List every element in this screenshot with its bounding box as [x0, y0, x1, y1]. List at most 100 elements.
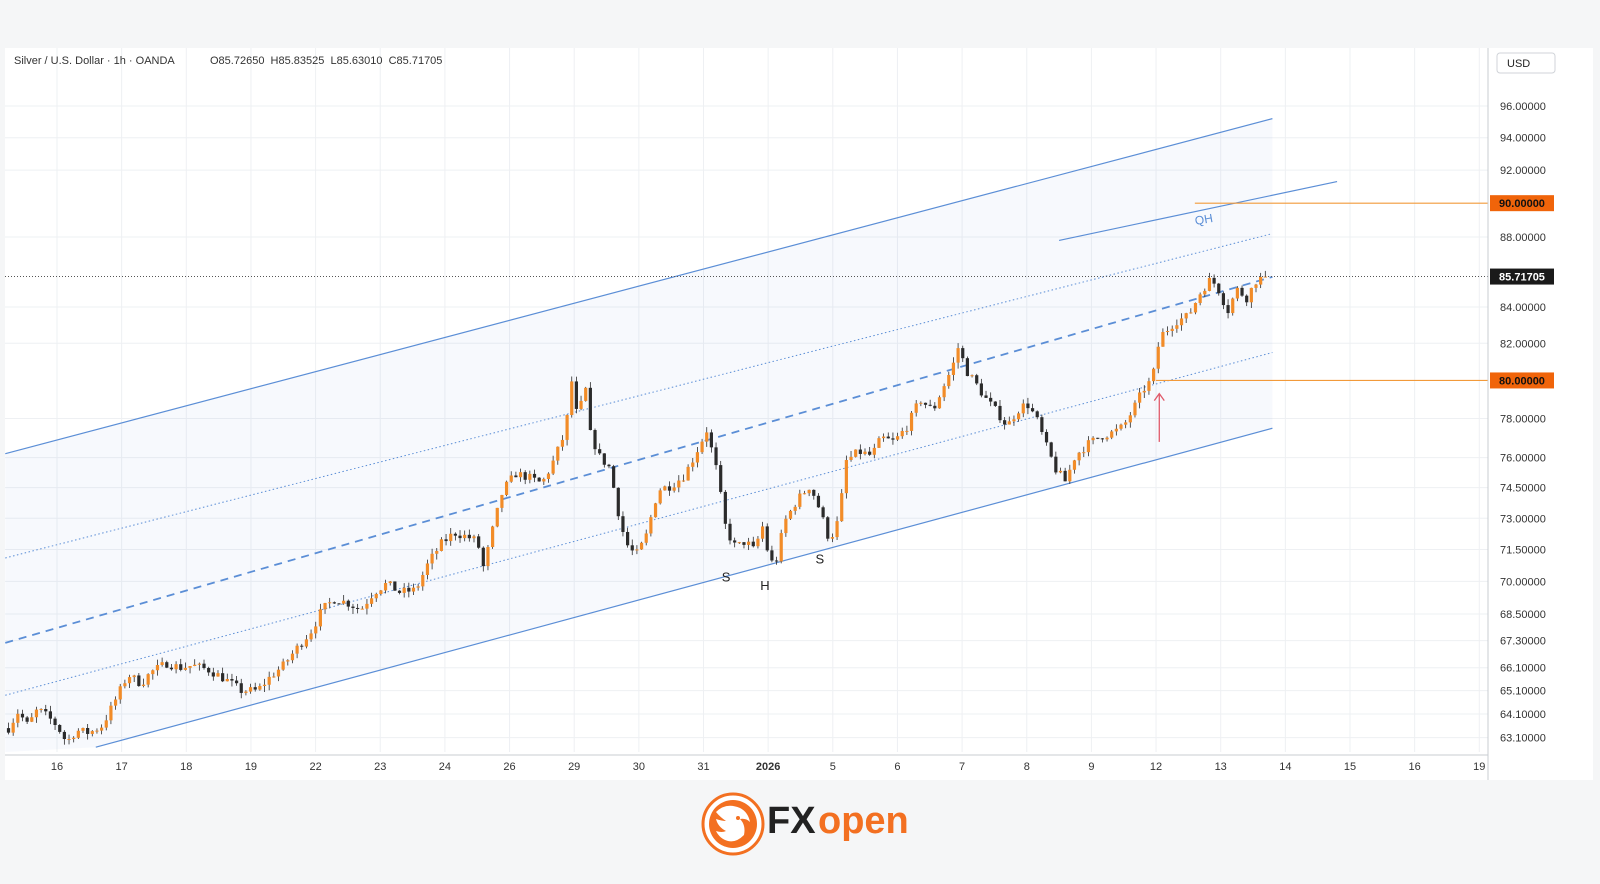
candle-body: [430, 553, 434, 564]
candle-body: [369, 598, 374, 604]
candle-body: [919, 402, 923, 404]
currency-button[interactable]: USD: [1496, 52, 1556, 74]
y-tick-label: 66.10000: [1500, 663, 1546, 675]
candle-body: [360, 608, 364, 610]
candle-body: [639, 542, 644, 550]
candle-body: [216, 673, 220, 677]
candle-body: [1049, 442, 1053, 457]
candle-body: [970, 375, 974, 377]
candle-body: [1179, 318, 1184, 326]
candle-body: [523, 472, 527, 480]
candle-body: [1100, 438, 1104, 440]
fxopen-logo: FX open: [701, 792, 909, 856]
x-tick-label: 9: [1088, 761, 1094, 773]
x-tick-label: 31: [697, 761, 709, 773]
candle-body: [570, 381, 574, 416]
candle-body: [1021, 403, 1025, 414]
candle-body: [942, 386, 946, 398]
candle-body: [1156, 346, 1160, 369]
candle-body: [1147, 381, 1151, 391]
candle-body: [495, 507, 499, 527]
channel: [5, 118, 1338, 752]
candle-body: [230, 679, 234, 681]
candle-body: [914, 403, 918, 413]
candle-body: [6, 728, 11, 733]
candle-body: [500, 494, 504, 508]
candle-body: [1003, 420, 1007, 425]
candle-body: [1221, 293, 1226, 306]
candle-body: [667, 486, 672, 491]
candle-body: [388, 581, 392, 584]
y-tick-label: 63.10000: [1500, 733, 1546, 745]
candle-body: [1259, 276, 1263, 285]
candle-body: [872, 447, 876, 455]
brand-open: open: [818, 800, 909, 842]
candle-body: [793, 506, 797, 511]
candle-body: [1138, 392, 1142, 403]
x-tick-label: 2026: [756, 761, 780, 773]
x-tick-label: 26: [503, 761, 515, 773]
candle-body: [1119, 424, 1123, 429]
candle-body: [951, 362, 956, 375]
candle-body: [868, 451, 872, 455]
x-tick-label: 14: [1279, 761, 1291, 773]
candle-body: [979, 383, 983, 396]
arrow-head-icon: [1153, 392, 1165, 402]
candle-body: [276, 669, 281, 677]
candle-body: [146, 674, 150, 685]
candle-body: [104, 720, 108, 728]
candle-body: [1077, 452, 1081, 461]
candle-body: [309, 633, 313, 640]
candle-body: [1235, 287, 1239, 299]
y-tick-label: 76.00000: [1500, 453, 1546, 465]
brand-fx: FX: [767, 800, 816, 842]
y-tick-label: 74.50000: [1500, 483, 1546, 495]
candle-body: [411, 587, 416, 592]
y-tick-label: 92.00000: [1500, 165, 1546, 177]
candle-body: [802, 493, 807, 495]
candle-body: [705, 432, 709, 442]
candle-body: [1017, 413, 1021, 420]
candle-body: [1170, 328, 1174, 331]
candle-body: [39, 709, 43, 711]
candle-body: [993, 401, 997, 406]
candle-body: [588, 387, 592, 431]
candle-body: [1226, 305, 1230, 314]
candle-body: [975, 375, 979, 384]
candle-body: [695, 452, 700, 463]
x-tick-label: 17: [116, 761, 128, 773]
candle-body: [421, 574, 425, 587]
candle-body: [113, 699, 118, 706]
candle-body: [1254, 284, 1258, 288]
candle-body: [1030, 408, 1035, 412]
candle-body: [598, 449, 602, 454]
candle-body: [67, 739, 71, 741]
candle-body: [984, 395, 988, 398]
y-tick-label: 64.10000: [1500, 709, 1546, 721]
candle-body: [504, 481, 509, 495]
candle-body: [48, 711, 53, 719]
candle-body: [649, 517, 653, 534]
y-tick-label: 84.00000: [1500, 302, 1546, 314]
candle-body: [886, 436, 890, 439]
candle-body: [998, 405, 1002, 421]
candle-body: [882, 436, 886, 439]
candle-body: [290, 653, 295, 661]
candle-body: [44, 709, 48, 712]
x-tick-label: 24: [439, 761, 451, 773]
candle-body: [1207, 277, 1212, 291]
candle-body: [1142, 390, 1146, 393]
candle-body: [16, 713, 20, 723]
candle-body: [262, 684, 267, 686]
channel-inner-lower-line: [5, 352, 1273, 696]
candle-body: [444, 539, 448, 542]
candle-body: [1007, 421, 1011, 425]
candle-body: [1068, 469, 1072, 482]
candle-body: [76, 730, 80, 738]
candle-body: [723, 491, 727, 524]
y-tick-label: 71.50000: [1500, 545, 1546, 557]
chart-header-ohlc: O85.72650 H85.83525 L85.63010 C85.71705: [210, 55, 442, 67]
x-tick-label: 16: [1409, 761, 1421, 773]
